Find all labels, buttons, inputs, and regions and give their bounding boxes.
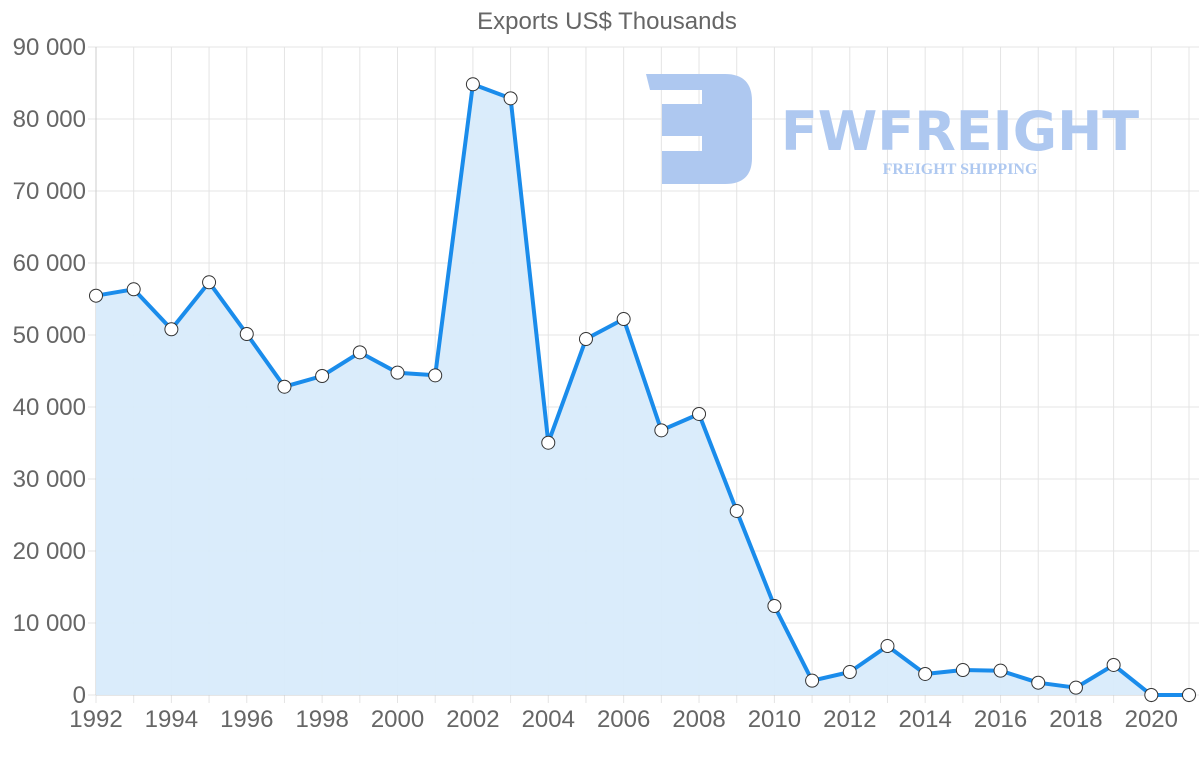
data-point[interactable]: [692, 406, 707, 421]
fwfreight-watermark-logo: FWFREIGHT FREIGHT SHIPPING: [646, 74, 1139, 184]
x-tick-label: 2012: [823, 706, 876, 733]
x-tick-label: 1996: [220, 706, 273, 733]
x-tick-label: 2020: [1125, 706, 1178, 733]
x-tick-label: 1998: [295, 706, 348, 733]
x-tick-label: 2018: [1049, 706, 1102, 733]
data-point[interactable]: [1144, 688, 1159, 702]
y-tick-label: 50 000: [13, 322, 86, 349]
data-point[interactable]: [315, 368, 330, 383]
data-point[interactable]: [1031, 675, 1046, 690]
x-tick-label: 2000: [371, 706, 424, 733]
x-tick-label: 2004: [522, 706, 575, 733]
y-tick-label: 40 000: [13, 394, 86, 421]
x-tick-label: 2002: [446, 706, 499, 733]
y-tick-label: 0: [73, 682, 86, 709]
logo-mark-icon: [646, 74, 752, 184]
x-tick-label: 2010: [748, 706, 801, 733]
watermark-tagline: FREIGHT SHIPPING: [883, 161, 1038, 178]
data-point[interactable]: [842, 665, 857, 680]
data-point[interactable]: [390, 365, 405, 380]
data-point[interactable]: [616, 312, 631, 327]
data-point[interactable]: [164, 322, 179, 337]
y-tick-label: 10 000: [13, 610, 86, 637]
y-tick-label: 80 000: [13, 106, 86, 133]
data-point[interactable]: [352, 345, 367, 360]
data-point[interactable]: [202, 275, 217, 290]
y-tick-label: 20 000: [13, 538, 86, 565]
data-point[interactable]: [955, 663, 970, 678]
data-point[interactable]: [880, 639, 895, 654]
data-point[interactable]: [918, 666, 933, 681]
x-tick-label: 2014: [898, 706, 951, 733]
data-point[interactable]: [1106, 657, 1121, 672]
area-fill: [96, 84, 1189, 696]
data-point[interactable]: [465, 77, 480, 92]
data-point[interactable]: [126, 282, 141, 297]
chart-title: Exports US$ Thousands: [477, 8, 737, 35]
data-point[interactable]: [239, 326, 254, 341]
data-point[interactable]: [277, 379, 292, 394]
data-point[interactable]: [1182, 688, 1196, 702]
data-point[interactable]: [805, 673, 820, 688]
x-tick-label: 1992: [69, 706, 122, 733]
x-tick-label: 1994: [145, 706, 198, 733]
data-point[interactable]: [654, 423, 669, 438]
data-point[interactable]: [503, 91, 518, 106]
y-tick-label: 30 000: [13, 466, 86, 493]
x-tick-label: 2008: [672, 706, 725, 733]
data-point[interactable]: [767, 599, 782, 614]
watermark-brand: FWFREIGHT: [781, 100, 1139, 163]
data-point[interactable]: [541, 435, 556, 450]
data-points: [89, 77, 1196, 702]
y-tick-label: 60 000: [13, 250, 86, 277]
x-tick-label: 2016: [974, 706, 1027, 733]
x-tick-label: 2006: [597, 706, 650, 733]
x-axis: 1992 1994 1996 1998 2000 2002 2004 2006 2008 2010…: [69, 706, 1178, 733]
y-tick-label: 70 000: [13, 178, 86, 205]
data-point[interactable]: [993, 663, 1008, 678]
y-axis: 0 10 000 20 000 30 000 40 000 50 000 60 000 70 …: [13, 34, 86, 709]
data-point[interactable]: [578, 332, 593, 347]
data-point[interactable]: [89, 288, 103, 303]
data-point[interactable]: [729, 503, 744, 518]
y-tick-label: 90 000: [13, 34, 86, 61]
data-point[interactable]: [428, 368, 443, 383]
data-point[interactable]: [1068, 680, 1083, 695]
